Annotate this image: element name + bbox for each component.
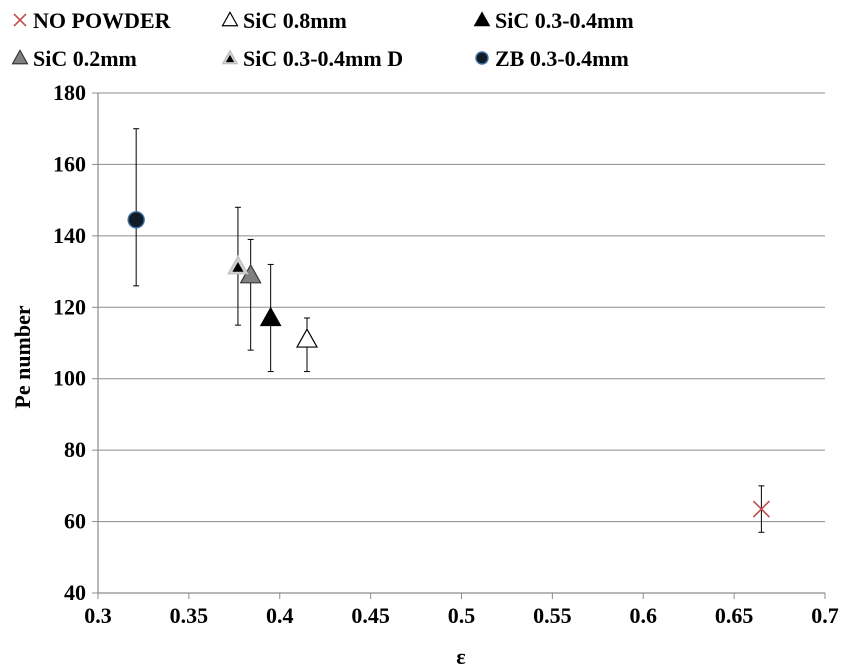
legend-marker (11, 49, 29, 65)
legend-label: SiC 0.3-0.4mm D (243, 46, 403, 71)
cross-stroke (13, 13, 27, 27)
y-tick-label: 120 (53, 294, 86, 319)
legend-marker (473, 11, 491, 27)
legend-entry: SiC 0.2mm (11, 46, 137, 71)
legend-label: SiC 0.8mm (243, 8, 347, 33)
x-tick-label: 0.55 (533, 603, 572, 628)
legend-entry: SiC 0.8mm (221, 8, 347, 33)
y-tick-label: 40 (64, 580, 86, 605)
series-6 (127, 128, 145, 287)
y-tick-label: 80 (64, 437, 86, 462)
y-tick-label: 180 (53, 80, 86, 105)
x-tick-label: 0.7 (811, 603, 839, 628)
marker-inner (225, 54, 235, 63)
legend-label: SiC 0.3-0.4mm (495, 8, 634, 33)
x-axis-title: ε (456, 644, 465, 669)
x-tick-label: 0.4 (266, 603, 294, 628)
y-tick-label: 140 (53, 223, 86, 248)
y-tick-label: 160 (53, 151, 86, 176)
gridlines (98, 92, 825, 523)
data-point (259, 306, 282, 327)
series-4 (239, 238, 262, 351)
y-tick-label: 60 (64, 509, 86, 534)
series-1 (752, 485, 770, 533)
legend-entry: SiC 0.3-0.4mm D (221, 46, 403, 71)
cross-stroke (752, 500, 770, 518)
legend-label: SiC 0.2mm (33, 46, 137, 71)
legend-entry: ZB 0.3-0.4mm (475, 46, 629, 71)
data-point (227, 254, 249, 275)
x-tick-label: 0.3 (84, 603, 112, 628)
x-tick-label: 0.5 (448, 603, 476, 628)
legend-label: NO POWDER (33, 8, 172, 33)
legend: NO POWDER SiC 0.8mm SiC 0.3-0.4mm SiC 0.2mm… (11, 8, 634, 71)
legend-marker (221, 49, 239, 65)
axes: 40 60 80 100 120 140 160 180 0.3 0.35 0.4 0.45 0.5 0.… (53, 80, 839, 628)
data-point (295, 328, 319, 348)
series-3 (259, 263, 282, 373)
data-points (127, 128, 770, 533)
y-tick-label: 100 (53, 366, 86, 391)
legend-marker (475, 51, 489, 65)
x-tick-label: 0.65 (715, 603, 754, 628)
data-point (752, 500, 770, 518)
series-5 (227, 206, 249, 326)
legend-marker (221, 11, 239, 27)
legend-entry: NO POWDER (13, 8, 172, 33)
legend-marker (13, 13, 27, 27)
marker-inner (232, 261, 244, 272)
data-point (127, 211, 145, 229)
y-axis-title: Pe number (10, 305, 35, 409)
legend-entry: SiC 0.3-0.4mm (473, 8, 634, 33)
series-2 (295, 317, 319, 373)
x-tick-label: 0.45 (351, 603, 390, 628)
legend-label: ZB 0.3-0.4mm (495, 46, 629, 71)
x-tick-label: 0.35 (170, 603, 209, 628)
x-tick-label: 0.6 (630, 603, 658, 628)
